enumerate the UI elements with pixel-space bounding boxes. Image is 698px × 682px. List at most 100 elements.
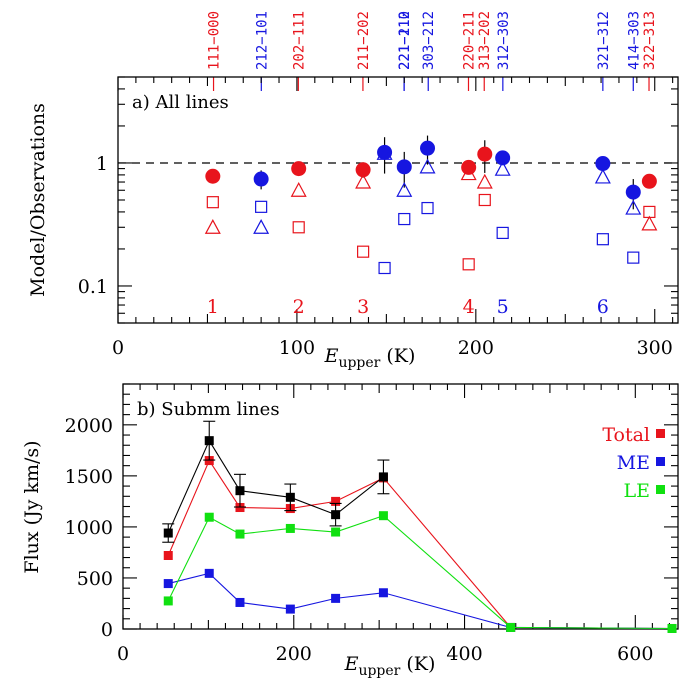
x-tick-label: 400 [446, 643, 482, 665]
model-point-open-triangle [376, 144, 393, 160]
model-point-open-square [478, 193, 491, 207]
series-marker [204, 568, 214, 578]
y-tick-label: 2000 [65, 415, 113, 437]
series-line [167, 515, 673, 630]
series-marker [163, 528, 173, 538]
model-point-filled-circle [253, 171, 269, 187]
model-point-filled-circle [291, 161, 307, 177]
series-marker [506, 622, 516, 632]
panel-a-ticks: 0 100 200 300 0.1 1 [78, 76, 678, 359]
model-point-open-square [398, 212, 411, 226]
transition-label: 313−202 [477, 11, 493, 70]
group-number: 2 [293, 296, 305, 318]
x-tick-label: 200 [458, 337, 494, 359]
series-line [168, 572, 673, 630]
model-point-open-square [421, 201, 434, 215]
series-marker [667, 623, 677, 633]
model-point-open-triangle [419, 158, 436, 174]
y-tick-label: 1 [96, 153, 108, 175]
x-tick-label: 0 [117, 643, 129, 665]
model-point-open-square [496, 226, 509, 240]
series-marker [331, 593, 341, 603]
transition-label: 221−110 [397, 11, 413, 70]
transition-label: 414−303 [626, 11, 642, 70]
panel-a-label: a) All lines [132, 92, 229, 113]
x-axis-unit: (K) [386, 345, 415, 367]
model-point-open-square [255, 200, 268, 213]
series-marker [204, 512, 214, 522]
transition-labels: 111−000 212−101 202−111 211−202 221−110221−2… [207, 11, 658, 91]
panel-b-x-axis-label: Eupper (K) [344, 653, 436, 679]
x-tick-label: 200 [276, 643, 312, 665]
panel-b-y-axis-label: Flux (Jy km/s) [21, 440, 43, 573]
x-axis-symbol: E [324, 345, 339, 367]
model-point-open-triangle [594, 168, 611, 184]
model-point-open-square [462, 258, 475, 271]
series-marker [331, 496, 341, 506]
series-marker [285, 492, 295, 502]
model-point-open-square [643, 205, 656, 219]
x-tick-label: 0 [112, 337, 124, 359]
series-marker [285, 604, 295, 614]
model-point-open-triangle [494, 160, 511, 176]
series-marker [378, 472, 388, 482]
series-marker [378, 588, 388, 598]
series-marker [235, 486, 245, 496]
legend: Total ME LE [602, 424, 665, 502]
legend-label: ME [617, 452, 650, 474]
panel-a-all-lines: 111−000 212−101 202−111 211−202 221−110221−2… [27, 11, 679, 371]
model-point-filled-circle [595, 156, 611, 172]
panel-b-submm-lines: 0 200 400 600 0 500 1000 1500 2000 Total ME LE b) … [21, 383, 679, 679]
y-tick-label: 1500 [65, 466, 113, 488]
transition-label: 321−312 [596, 11, 612, 70]
series-line [167, 439, 384, 534]
model-point-filled-circle [495, 150, 511, 166]
series-marker [378, 511, 388, 521]
series-marker [163, 579, 173, 589]
series-marker [235, 597, 245, 607]
model-point-filled-circle [377, 144, 393, 160]
transition-label: 221−212 [397, 11, 413, 70]
panel-b-label: b) Submm lines [137, 399, 280, 420]
model-point-open-square [378, 261, 391, 275]
transition-label: 111−000 [207, 11, 223, 70]
group-number: 4 [463, 296, 475, 318]
group-number: 5 [497, 296, 509, 318]
panel-a-x-axis-label: Eupper (K) [324, 345, 416, 371]
y-tick-label: 0.1 [78, 276, 108, 298]
group-number: 6 [597, 296, 609, 318]
model-point-filled-circle [625, 184, 641, 200]
x-tick-label: 100 [279, 337, 315, 359]
model-point-open-square [292, 221, 305, 234]
series-marker [204, 436, 214, 446]
panel-a-y-axis-label: Model/Observations [27, 103, 49, 297]
y-tick-label: 500 [77, 568, 113, 590]
legend-swatch [656, 457, 665, 466]
x-axis-unit: (K) [406, 653, 435, 675]
transition-label: 312−303 [496, 11, 512, 70]
model-point-filled-circle [420, 140, 436, 156]
model-point-open-triangle [460, 165, 477, 181]
y-tick-label: 1000 [65, 517, 113, 539]
model-point-open-triangle [253, 219, 270, 234]
series-marker [235, 529, 245, 539]
legend-swatch [656, 429, 665, 438]
panel-a-data-points [204, 135, 658, 275]
model-point-filled-circle [396, 159, 412, 175]
series-marker [163, 596, 173, 606]
model-point-open-triangle [290, 181, 307, 197]
x-axis-symbol: E [344, 653, 359, 675]
x-axis-subscript: upper [358, 663, 400, 679]
x-axis-subscript: upper [338, 355, 380, 371]
panel-a-frame [117, 76, 679, 324]
model-point-open-triangle [641, 215, 658, 231]
transition-label: 211−202 [356, 11, 372, 70]
transition-label: 212−101 [254, 11, 270, 70]
x-tick-label: 600 [617, 643, 653, 665]
transition-label: 322−313 [642, 11, 658, 70]
group-number: 3 [357, 296, 369, 318]
legend-label: Total [602, 424, 650, 446]
panel-b-series [162, 420, 677, 633]
